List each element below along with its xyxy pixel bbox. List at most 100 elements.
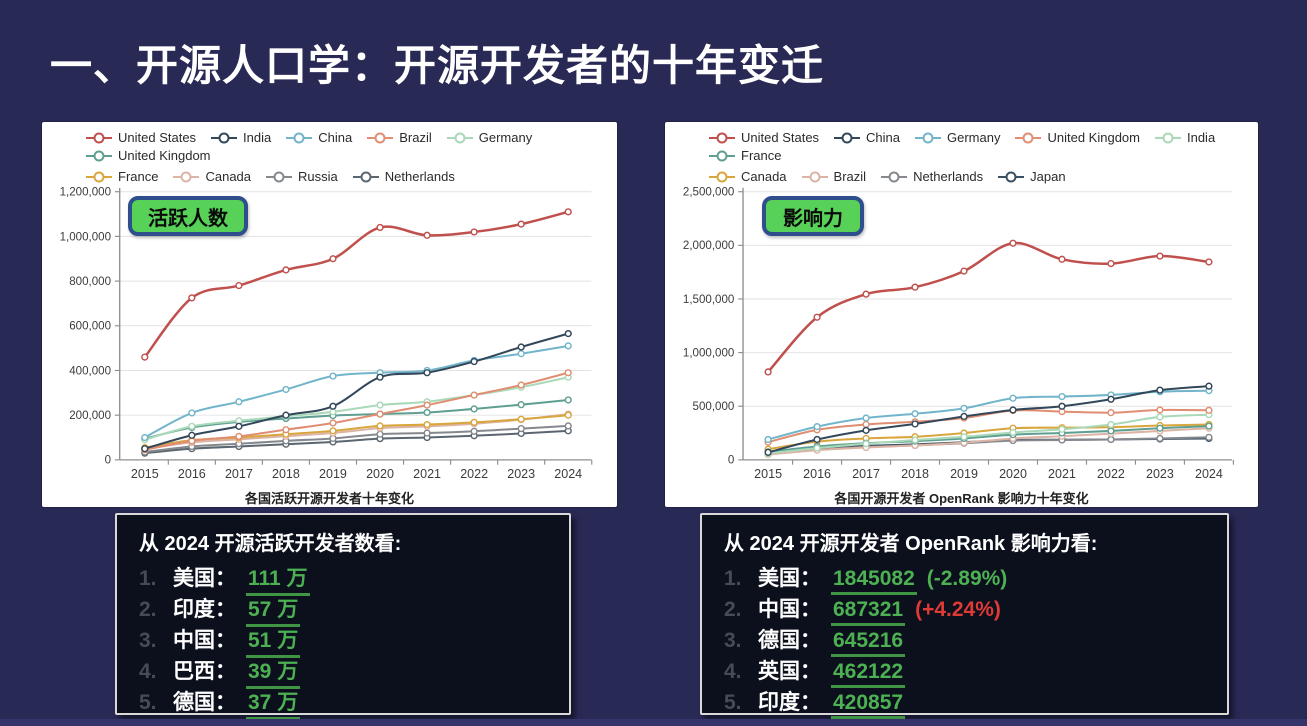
rank-number: 3. bbox=[724, 629, 742, 652]
legend-item-india: India bbox=[211, 130, 271, 145]
legend-item-brazil: Brazil bbox=[367, 130, 432, 145]
svg-text:2017: 2017 bbox=[225, 467, 253, 481]
svg-text:0: 0 bbox=[728, 455, 734, 467]
legend-item-brazil: Brazil bbox=[801, 169, 867, 184]
list-item: 3. 中国： 51 万 bbox=[139, 624, 551, 658]
legend-label: France bbox=[741, 148, 782, 163]
list-item: 1. 美国： 1845082 (-2.89%) bbox=[724, 562, 1209, 595]
country-value: 687321 bbox=[831, 598, 906, 626]
list-item: 2. 印度： 57 万 bbox=[139, 593, 551, 627]
ranked-list: 1. 美国： 111 万 2. 印度： 57 万 3. 中国： 51 万 4. … bbox=[139, 562, 551, 720]
activity-chart-panel: United States India China Brazil Germany Unit… bbox=[42, 122, 617, 507]
influence-chart-panel: United States China Germany United Kingdom I… bbox=[665, 122, 1258, 507]
legend-item-japan: Japan bbox=[998, 169, 1066, 184]
legend-item-canada: Canada bbox=[173, 169, 251, 184]
svg-text:0: 0 bbox=[105, 455, 111, 467]
svg-text:1,000,000: 1,000,000 bbox=[60, 231, 111, 243]
country-value: 111 万 bbox=[246, 562, 310, 596]
country-value: 39 万 bbox=[246, 655, 301, 689]
country-label: 巴西： bbox=[173, 660, 236, 683]
country-label: 美国： bbox=[758, 567, 821, 590]
legend-item-china: China bbox=[834, 130, 900, 145]
legend-marker-icon bbox=[86, 132, 112, 143]
rank-number: 3. bbox=[139, 629, 157, 652]
legend-marker-icon bbox=[801, 171, 828, 182]
influence-chart-legend: United States China Germany United Kingdom I… bbox=[665, 122, 1258, 184]
svg-text:600,000: 600,000 bbox=[69, 321, 111, 333]
influence-summary-box: 从 2024 开源开发者 OpenRank 影响力看: 1. 美国： 18450… bbox=[700, 513, 1229, 719]
rank-number: 1. bbox=[724, 567, 742, 590]
svg-text:2024: 2024 bbox=[1195, 467, 1223, 481]
legend-item-france: France bbox=[709, 148, 781, 163]
legend-item-united-kingdom: United Kingdom bbox=[86, 148, 211, 163]
svg-text:2019: 2019 bbox=[950, 467, 978, 481]
legend-marker-icon bbox=[352, 171, 379, 182]
rank-number: 1. bbox=[139, 567, 157, 590]
legend-item-russia: Russia bbox=[266, 169, 338, 184]
svg-text:2019: 2019 bbox=[319, 467, 347, 481]
activity-chart-legend: United States India China Brazil Germany Unit… bbox=[42, 122, 617, 184]
svg-text:400,000: 400,000 bbox=[69, 365, 111, 377]
svg-text:2022: 2022 bbox=[1097, 467, 1125, 481]
legend-marker-icon bbox=[1154, 132, 1181, 143]
legend-label: Brazil bbox=[399, 130, 432, 145]
rank-number: 2. bbox=[139, 598, 157, 621]
legend-label: India bbox=[243, 130, 272, 145]
legend-label: France bbox=[118, 169, 159, 184]
legend-marker-icon bbox=[446, 132, 473, 143]
legend-marker-icon bbox=[86, 171, 112, 182]
legend-label: China bbox=[318, 130, 353, 145]
legend-item-india: India bbox=[1154, 130, 1216, 145]
svg-text:2015: 2015 bbox=[131, 467, 159, 481]
list-item: 1. 美国： 111 万 bbox=[139, 562, 551, 596]
bottom-accent-strip bbox=[0, 719, 1307, 726]
list-item: 4. 巴西： 39 万 bbox=[139, 655, 551, 689]
legend-marker-icon bbox=[86, 150, 112, 161]
svg-text:500,000: 500,000 bbox=[693, 401, 735, 413]
country-value: 51 万 bbox=[246, 624, 301, 658]
legend-item-canada: Canada bbox=[709, 169, 787, 184]
country-value: 37 万 bbox=[246, 686, 301, 720]
list-item: 5. 印度： 420857 bbox=[724, 686, 1209, 719]
summary-title: 从 2024 开源开发者 OpenRank 影响力看: bbox=[724, 533, 1098, 555]
activity-chart-caption: 各国活跃开源开发者十年变化 bbox=[244, 491, 414, 506]
country-value: 57 万 bbox=[246, 593, 301, 627]
legend-marker-icon bbox=[286, 132, 313, 143]
legend-label: Russia bbox=[298, 169, 338, 184]
influence-badge: 影响力 bbox=[762, 196, 864, 236]
legend-label: Brazil bbox=[833, 169, 867, 184]
legend-item-netherlands: Netherlands bbox=[352, 169, 455, 184]
legend-item-germany: Germany bbox=[915, 130, 1000, 145]
legend-label: United States bbox=[741, 130, 820, 145]
page-title: 一、开源人口学：开源开发者的十年变迁 bbox=[50, 42, 825, 89]
legend-marker-icon bbox=[881, 171, 908, 182]
list-item: 5. 德国： 37 万 bbox=[139, 686, 551, 720]
legend-label: India bbox=[1186, 130, 1216, 145]
influence-line-chart: 0 500,000 1,000,000 1,500,000 2,000,000 2,500… bbox=[683, 187, 1234, 481]
legend-marker-icon bbox=[709, 150, 735, 161]
svg-text:2024: 2024 bbox=[554, 467, 582, 481]
legend-marker-icon bbox=[998, 171, 1025, 182]
svg-text:2022: 2022 bbox=[460, 467, 488, 481]
country-label: 德国： bbox=[758, 629, 821, 652]
svg-text:2017: 2017 bbox=[852, 467, 880, 481]
country-value: 645216 bbox=[831, 629, 906, 657]
legend-marker-icon bbox=[915, 132, 942, 143]
activity-badge: 活跃人数 bbox=[128, 196, 248, 236]
svg-text:2,000,000: 2,000,000 bbox=[683, 240, 734, 252]
legend-label: Canada bbox=[741, 169, 787, 184]
rank-number: 4. bbox=[724, 660, 742, 683]
influence-chart-caption: 各国开源开发者 OpenRank 影响力十年变化 bbox=[834, 491, 1089, 506]
svg-text:2018: 2018 bbox=[901, 467, 929, 481]
legend-item-united-kingdom: United Kingdom bbox=[1015, 130, 1140, 145]
legend-item-united-states: United States bbox=[709, 130, 819, 145]
legend-label: United States bbox=[118, 130, 197, 145]
svg-text:2021: 2021 bbox=[1048, 467, 1076, 481]
country-value: 462122 bbox=[831, 660, 906, 688]
legend-label: Germany bbox=[947, 130, 1001, 145]
svg-text:2,500,000: 2,500,000 bbox=[683, 187, 734, 199]
svg-text:200,000: 200,000 bbox=[69, 410, 111, 422]
legend-item-france: France bbox=[86, 169, 158, 184]
legend-item-united-states: United States bbox=[86, 130, 196, 145]
svg-text:1,000,000: 1,000,000 bbox=[683, 348, 734, 360]
